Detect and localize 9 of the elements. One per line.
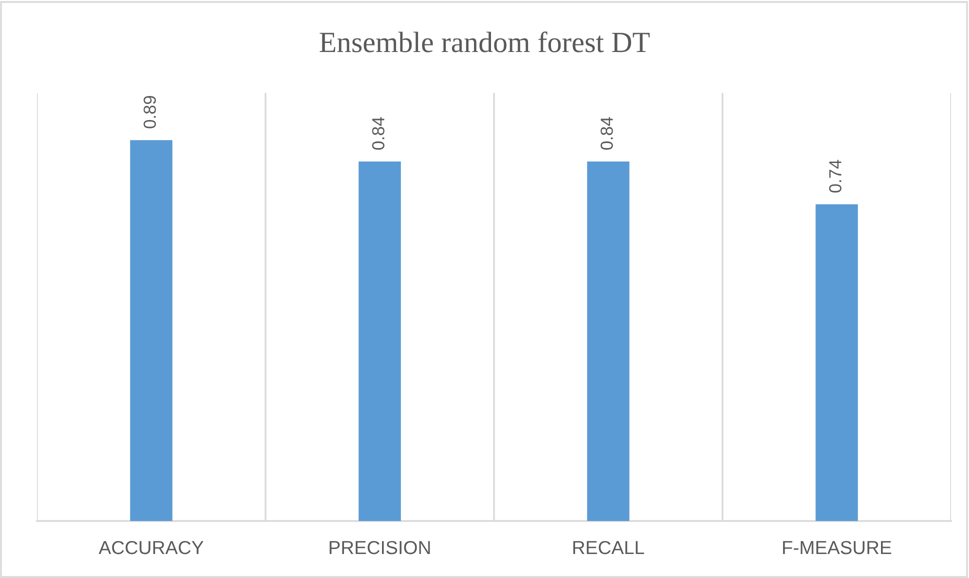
x-tick-label: F-MEASURE — [783, 540, 892, 554]
data-label: 0.89 — [144, 96, 156, 128]
x-tick-label: PRECISION — [330, 540, 430, 554]
data-label: 0.84 — [372, 117, 384, 150]
data-label: 0.84 — [600, 117, 613, 150]
x-tick-label: ACCURACY — [98, 540, 204, 554]
chart-title: Ensemble random forest DT — [320, 31, 650, 52]
x-tick-label: RECALL — [573, 540, 644, 554]
data-label: 0.74 — [829, 160, 842, 192]
